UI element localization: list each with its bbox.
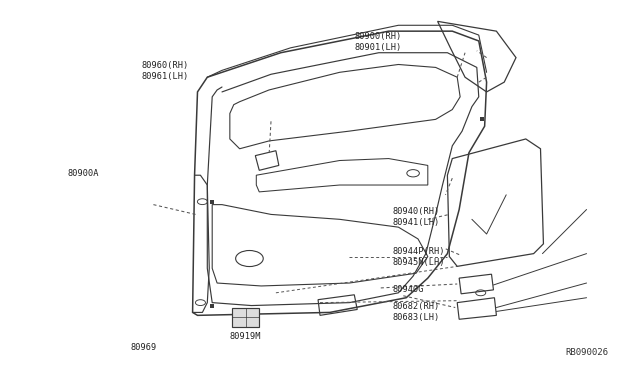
Text: 80940G: 80940G — [392, 285, 424, 294]
Text: 80960(RH)
80961(LH): 80960(RH) 80961(LH) — [141, 61, 189, 81]
Polygon shape — [232, 308, 259, 327]
Text: 80944P(RH)
80945N(LH): 80944P(RH) 80945N(LH) — [392, 247, 445, 267]
Text: 80682(RH)
80683(LH): 80682(RH) 80683(LH) — [392, 302, 440, 322]
Text: 80919M: 80919M — [229, 332, 260, 341]
Text: RB090026: RB090026 — [566, 348, 609, 357]
Text: 80900A: 80900A — [68, 169, 99, 178]
Text: 80940(RH)
80941(LH): 80940(RH) 80941(LH) — [392, 207, 440, 227]
Text: 80969: 80969 — [131, 343, 157, 352]
Text: 80900(RH)
80901(LH): 80900(RH) 80901(LH) — [355, 32, 402, 52]
